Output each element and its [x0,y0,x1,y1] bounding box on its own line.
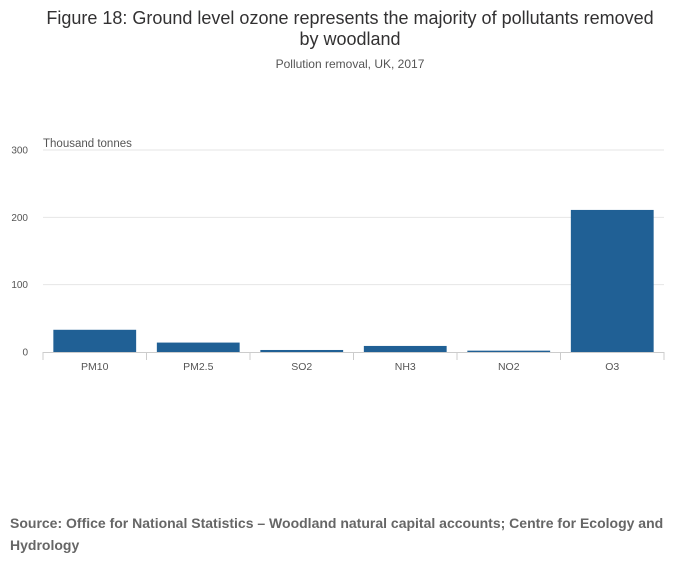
bar-pm10 [53,329,137,352]
bar-no2 [467,350,551,352]
bar-so2 [260,349,344,352]
y-tick-label-100: 100 [11,280,28,291]
x-axis: PM10 PM2.5 SO2 NH3 NO2 O3 [42,352,665,373]
chart-title: Figure 18: Ground level ozone represents… [46,8,654,49]
gridlines [43,149,664,286]
bar-pm25 [156,342,240,352]
x-tick-label-pm25: PM2.5 [183,361,214,373]
x-tick-label-no2: NO2 [498,361,520,373]
chart-subtitle: Pollution removal, UK, 2017 [275,57,425,71]
bar-o3 [570,209,654,352]
x-tick-label-o3: O3 [605,361,619,373]
source-note: Source: Office for National Statistics –… [10,515,664,553]
y-axis-title: Thousand tonnes [43,138,132,150]
y-tick-label-200: 200 [11,213,28,224]
y-tick-label-0: 0 [22,348,28,359]
y-tick-label-300: 300 [11,146,28,157]
x-tick-label-pm10: PM10 [81,361,109,373]
bar-nh3 [363,345,447,352]
x-tick-label-nh3: NH3 [395,361,416,373]
bar-chart: 0 100 200 300 Thousand tonnes PM10 PM2.5 SO2 N… [11,138,665,373]
x-tick-label-so2: SO2 [291,361,312,373]
y-axis-ticks: 0 100 200 300 [11,146,28,359]
bars [53,209,654,352]
